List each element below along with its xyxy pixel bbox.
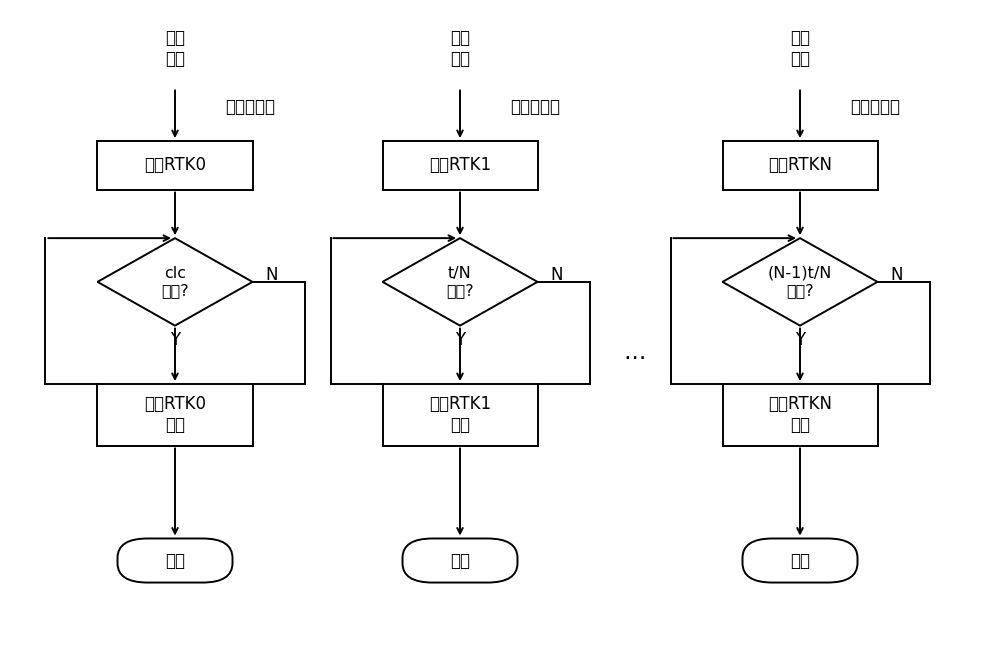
Text: 输出RTK1
数据: 输出RTK1 数据 [429, 395, 491, 434]
Text: 外部
触发: 外部 触发 [165, 29, 185, 68]
Bar [382, 384, 538, 446]
Text: Y: Y [795, 331, 805, 349]
Polygon shape [722, 238, 878, 326]
Text: Y: Y [455, 331, 465, 349]
Bar [722, 384, 878, 446]
Text: 输出RTK0
数据: 输出RTK0 数据 [144, 395, 206, 434]
Text: 或默认配置: 或默认配置 [510, 98, 560, 116]
Text: 结束: 结束 [450, 551, 470, 570]
FancyBboxPatch shape [742, 538, 858, 583]
Text: N: N [891, 266, 903, 284]
Text: 或默认配置: 或默认配置 [850, 98, 900, 116]
Text: 结束: 结束 [165, 551, 185, 570]
Text: 外部
触发: 外部 触发 [450, 29, 470, 68]
Text: 或默认配置: 或默认配置 [225, 98, 275, 116]
Bar [722, 141, 878, 189]
Text: N: N [550, 266, 563, 284]
Text: t/N
时刻?: t/N 时刻? [446, 266, 474, 298]
Bar [382, 141, 538, 189]
Text: 外部
触发: 外部 触发 [790, 29, 810, 68]
Text: N: N [266, 266, 278, 284]
Bar [97, 141, 252, 189]
FancyBboxPatch shape [402, 538, 518, 583]
Text: …: … [624, 343, 646, 363]
Text: 机载RTK0: 机载RTK0 [144, 156, 206, 174]
Bar [97, 384, 252, 446]
Polygon shape [97, 238, 252, 326]
Text: 输出RTKN
数据: 输出RTKN 数据 [768, 395, 832, 434]
Text: (N-1)t/N
时刻?: (N-1)t/N 时刻? [768, 266, 832, 298]
Text: 结束: 结束 [790, 551, 810, 570]
Text: 机载RTK1: 机载RTK1 [429, 156, 491, 174]
Text: clc
时刻?: clc 时刻? [161, 266, 189, 298]
Text: Y: Y [170, 331, 180, 349]
FancyBboxPatch shape [118, 538, 232, 583]
Polygon shape [382, 238, 538, 326]
Text: 机载RTKN: 机载RTKN [768, 156, 832, 174]
